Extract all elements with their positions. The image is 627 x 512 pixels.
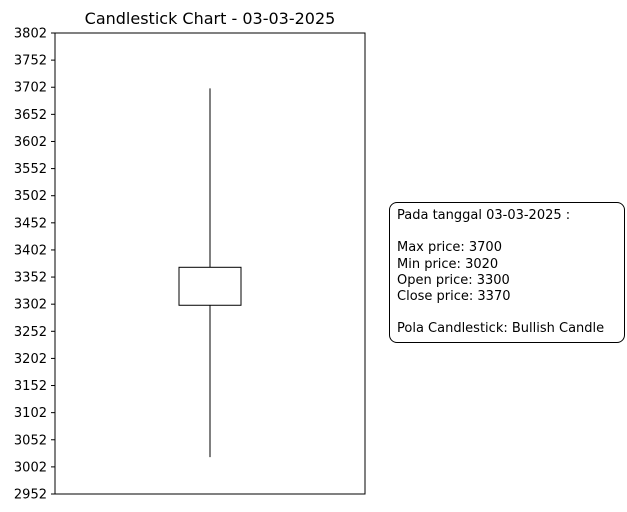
y-tick-label: 3002 (14, 460, 47, 475)
info-pattern: Pola Candlestick: Bullish Candle (397, 321, 605, 337)
y-tick-label: 3702 (14, 81, 47, 96)
info-spacer (397, 224, 624, 240)
price-info-box: Pada tanggal 03-03-2025 : Max price: 370… (389, 202, 625, 343)
y-tick-label: 3752 (14, 54, 47, 69)
y-tick-label: 3102 (14, 406, 47, 421)
info-close-price: Close price: 3370 (397, 288, 511, 304)
y-tick-label: 3452 (14, 216, 47, 231)
y-tick-label: 3152 (14, 379, 47, 394)
info-max-price: Max price: 3700 (397, 240, 502, 256)
y-tick-label: 3252 (14, 325, 47, 340)
y-tick-label: 3202 (14, 352, 47, 367)
info-header: Pada tanggal 03-03-2025 : (397, 208, 571, 223)
y-tick-label: 3052 (14, 433, 47, 448)
y-axis: 2952 3002 3052 3102 3152 3202 3252 3302 3352 3402… (14, 27, 55, 503)
y-tick-label: 3402 (14, 243, 47, 258)
y-tick-label: 3352 (14, 271, 47, 286)
y-tick-label: 3652 (14, 108, 47, 123)
y-tick-label: 3302 (14, 298, 47, 313)
info-min-price: Min price: 3020 (397, 256, 499, 272)
chart-title: Candlestick Chart - 03-03-2025 (85, 9, 336, 28)
y-tick-label: 3602 (14, 135, 47, 150)
y-tick-label: 3552 (14, 162, 47, 177)
info-spacer (397, 305, 624, 321)
y-tick-label: 3802 (14, 27, 47, 42)
y-tick-label: 2952 (14, 488, 47, 503)
candles-group (178, 88, 242, 458)
info-open-price: Open price: 3300 (397, 272, 510, 288)
y-tick-label: 3502 (14, 189, 47, 204)
candle-body (178, 266, 242, 306)
